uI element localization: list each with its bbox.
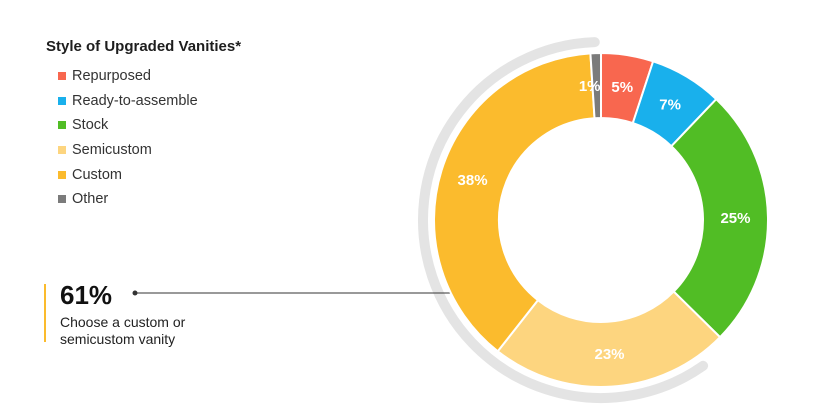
legend-swatch bbox=[58, 170, 66, 179]
slice-label-custom: 38% bbox=[458, 172, 488, 189]
legend-swatch bbox=[58, 195, 66, 204]
legend-swatch bbox=[58, 121, 66, 130]
chart-legend: Repurposed Ready-to-assemble Stock Semicust… bbox=[58, 64, 198, 212]
slice-stock bbox=[669, 97, 769, 339]
legend-item-stock: Stock bbox=[58, 113, 198, 138]
legend-swatch bbox=[58, 72, 66, 81]
legend-label: Other bbox=[72, 191, 109, 208]
slice-semicustom bbox=[496, 290, 722, 388]
slice-label-stock: 25% bbox=[720, 210, 750, 227]
legend-item-semicustom: Semicustom bbox=[58, 138, 198, 163]
slice-label-semicustom: 23% bbox=[595, 346, 625, 363]
slice-label-ready-to-assemble: 7% bbox=[659, 97, 681, 114]
legend-item-ready-to-assemble: Ready-to-assemble bbox=[58, 89, 198, 114]
slice-custom bbox=[433, 52, 596, 353]
legend-item-custom: Custom bbox=[58, 162, 198, 187]
callout-text: Choose a custom or semicustom vanity bbox=[60, 314, 186, 347]
slice-label-repurposed: 5% bbox=[611, 79, 633, 96]
legend-swatch bbox=[58, 146, 66, 155]
legend-label: Repurposed bbox=[72, 68, 151, 85]
chart-title: Style of Upgraded Vanities* bbox=[46, 38, 242, 55]
callout-value: 61% bbox=[60, 280, 113, 310]
legend-label: Semicustom bbox=[72, 142, 152, 159]
callout-dot bbox=[132, 290, 138, 296]
legend-item-repurposed: Repurposed bbox=[58, 64, 198, 89]
legend-label: Ready-to-assemble bbox=[72, 92, 198, 109]
legend-label: Stock bbox=[72, 117, 109, 134]
donut-shadow-arc bbox=[418, 37, 709, 403]
legend-swatch bbox=[58, 96, 66, 105]
callout-accent-bar bbox=[44, 284, 46, 342]
slice-label-other: 1% bbox=[579, 78, 601, 95]
legend-label: Custom bbox=[72, 166, 122, 183]
legend-item-other: Other bbox=[58, 187, 198, 212]
slice-other bbox=[589, 51, 602, 120]
